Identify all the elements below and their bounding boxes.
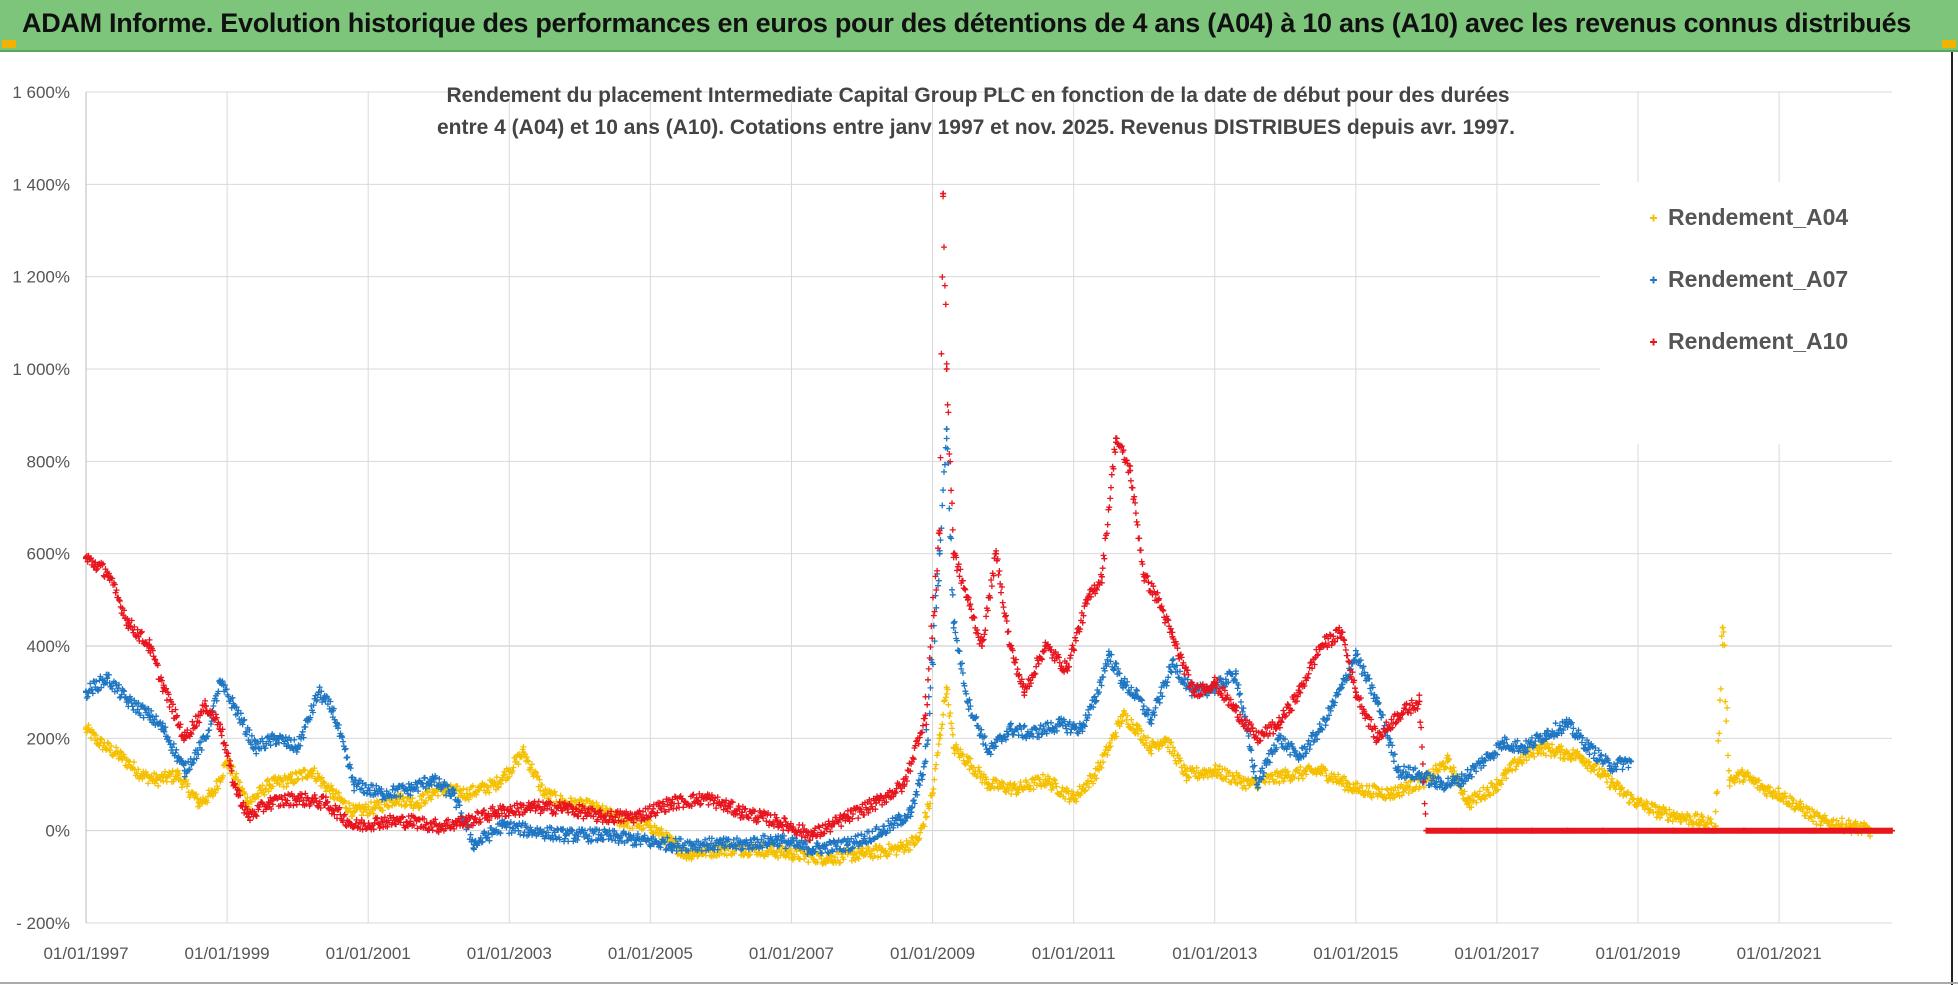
x-tick-label: 01/01/1997 bbox=[43, 944, 128, 963]
legend-label: Rendement_A04 bbox=[1668, 204, 1848, 230]
y-tick-label: - 200% bbox=[16, 914, 70, 933]
legend-label: Rendement_A07 bbox=[1668, 266, 1848, 292]
x-tick-label: 01/01/2001 bbox=[326, 944, 411, 963]
legend-marker-Rendement_A07 bbox=[1650, 276, 1657, 284]
legend-box bbox=[1600, 182, 1892, 444]
frame-right-edge bbox=[1951, 52, 1953, 985]
y-tick-label: 400% bbox=[27, 637, 70, 656]
x-tick-label: 01/01/2003 bbox=[467, 944, 552, 963]
gridlines bbox=[85, 91, 1892, 924]
x-tick-label: 01/01/2007 bbox=[749, 944, 834, 963]
banner-title: ADAM Informe. Evolution historique des p… bbox=[22, 8, 1912, 38]
x-tick-label: 01/01/2009 bbox=[890, 944, 975, 963]
x-tick-label: 01/01/2017 bbox=[1454, 944, 1539, 963]
y-tick-label: 1 400% bbox=[12, 175, 70, 194]
y-tick-label: 1 000% bbox=[12, 360, 70, 379]
series-Rendement_A04 bbox=[83, 624, 1895, 867]
x-tick-label: 01/01/2021 bbox=[1737, 944, 1822, 963]
series-layer bbox=[83, 190, 1895, 867]
legend-marker-Rendement_A04 bbox=[1650, 214, 1657, 222]
x-tick-label: 01/01/1999 bbox=[185, 944, 270, 963]
corner-mark-right bbox=[1942, 40, 1956, 48]
frame-bottom-edge bbox=[0, 982, 1958, 984]
header-banner: ADAM Informe. Evolution historique des p… bbox=[0, 0, 1958, 52]
data-point-Rendement_A04 bbox=[1719, 624, 1726, 631]
x-tick-label: 01/01/2011 bbox=[1032, 944, 1116, 963]
data-point-Rendement_A07 bbox=[943, 426, 950, 433]
x-axis-ticks: 01/01/1997 01/01/1999 01/01/2001 01/01/2003… bbox=[43, 944, 1821, 963]
x-tick-label: 01/01/2005 bbox=[608, 944, 693, 963]
scatter-cloud-Rendement_A07 bbox=[83, 435, 1634, 858]
y-tick-label: 600% bbox=[27, 545, 70, 564]
x-tick-label: 01/01/2019 bbox=[1595, 944, 1680, 963]
legend-label: Rendement_A10 bbox=[1668, 328, 1848, 354]
y-tick-label: 0% bbox=[45, 822, 70, 841]
chart-title-line1: Rendement du placement Intermediate Capi… bbox=[447, 84, 1510, 107]
legend-marker-Rendement_A10 bbox=[1650, 338, 1657, 346]
data-point-Rendement_A10 bbox=[1352, 689, 1359, 696]
x-tick-label: 01/01/2015 bbox=[1313, 944, 1398, 963]
y-tick-label: 800% bbox=[27, 452, 70, 471]
y-tick-label: 1 600% bbox=[12, 83, 70, 102]
y-tick-label: 200% bbox=[27, 729, 70, 748]
corner-mark-left bbox=[2, 40, 16, 48]
chart-title-line2: entre 4 (A04) et 10 ans (A10). Cotations… bbox=[437, 116, 1515, 139]
y-axis-ticks: - 200% 0% 200% 400% 600% 800% 1 000% 1 200% 1 40… bbox=[12, 83, 70, 933]
data-point-Rendement_A10 bbox=[943, 366, 950, 372]
scatter-cloud-Rendement_A04 bbox=[83, 629, 1895, 867]
y-tick-label: 1 200% bbox=[12, 268, 70, 287]
data-point-Rendement_A10 bbox=[922, 712, 929, 719]
series-Rendement_A10 bbox=[83, 190, 1895, 844]
scatter-cloud-Rendement_A10 bbox=[83, 193, 1895, 844]
scatter-chart: - 200% 0% 200% 400% 600% 800% 1 000% 1 200% 1 40… bbox=[12, 83, 1895, 963]
legend: Rendement_A04 Rendement_A07 Rendement_A10 bbox=[1600, 182, 1892, 444]
series-Rendement_A07 bbox=[83, 426, 1634, 858]
x-tick-label: 01/01/2013 bbox=[1172, 944, 1257, 963]
